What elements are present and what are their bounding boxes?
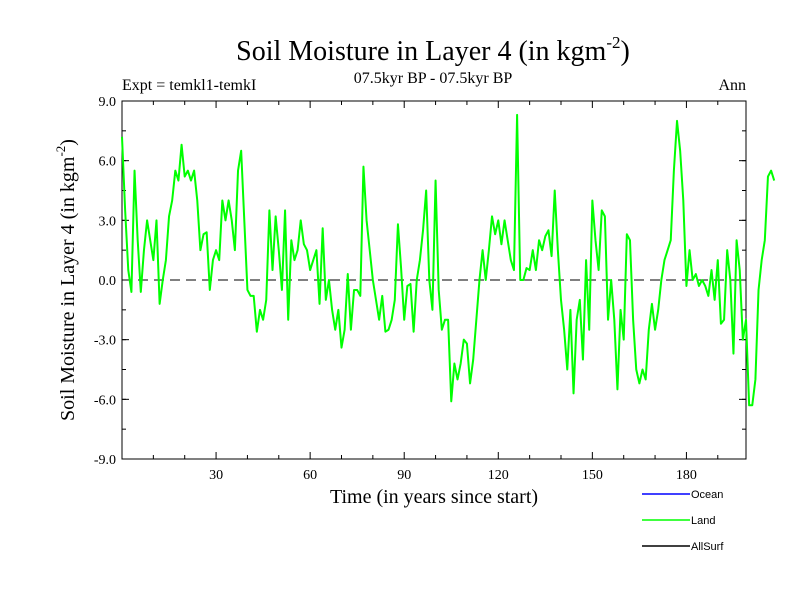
subtitle-left: Expt = temkl1-temkI — [122, 77, 256, 94]
series-line-land — [121, 113, 776, 407]
x-tick-label: 30 — [209, 468, 223, 483]
x-tick-label: 150 — [582, 468, 603, 483]
y-tick-label: 9.0 — [99, 95, 117, 110]
x-axis-label: Time (in years since start) — [330, 486, 538, 508]
x-tick-label: 90 — [397, 468, 411, 483]
y-tick-label: 6.0 — [99, 155, 117, 170]
chart-title: Soil Moisture in Layer 4 (in kgm-2) — [236, 33, 630, 67]
legend: Ocean Land AllSurf — [642, 489, 724, 553]
y-tick-label: 0.0 — [99, 274, 117, 289]
subtitle-center: 07.5kyr BP - 07.5kyr BP — [354, 70, 513, 87]
legend-label-land: Land — [691, 515, 715, 527]
x-tick-label: 180 — [676, 468, 697, 483]
y-tick-label: -6.0 — [94, 393, 116, 408]
x-axis: 30 60 90 120 150 180 — [152, 101, 719, 483]
y-axis-label: Soil Moisture in Layer 4 (in kgm-2) — [53, 139, 79, 421]
y-tick-label: -9.0 — [94, 453, 116, 468]
legend-label-ocean: Ocean — [691, 489, 723, 501]
x-tick-label: 120 — [488, 468, 509, 483]
y-tick-label: -3.0 — [94, 334, 116, 349]
y-axis: -9.0 -6.0 -3.0 0.0 3.0 6.0 9.0 — [94, 95, 746, 468]
subtitle-right: Ann — [718, 77, 746, 94]
x-tick-label: 60 — [303, 468, 317, 483]
legend-label-allsurf: AllSurf — [691, 541, 724, 553]
y-tick-label: 3.0 — [99, 214, 117, 229]
